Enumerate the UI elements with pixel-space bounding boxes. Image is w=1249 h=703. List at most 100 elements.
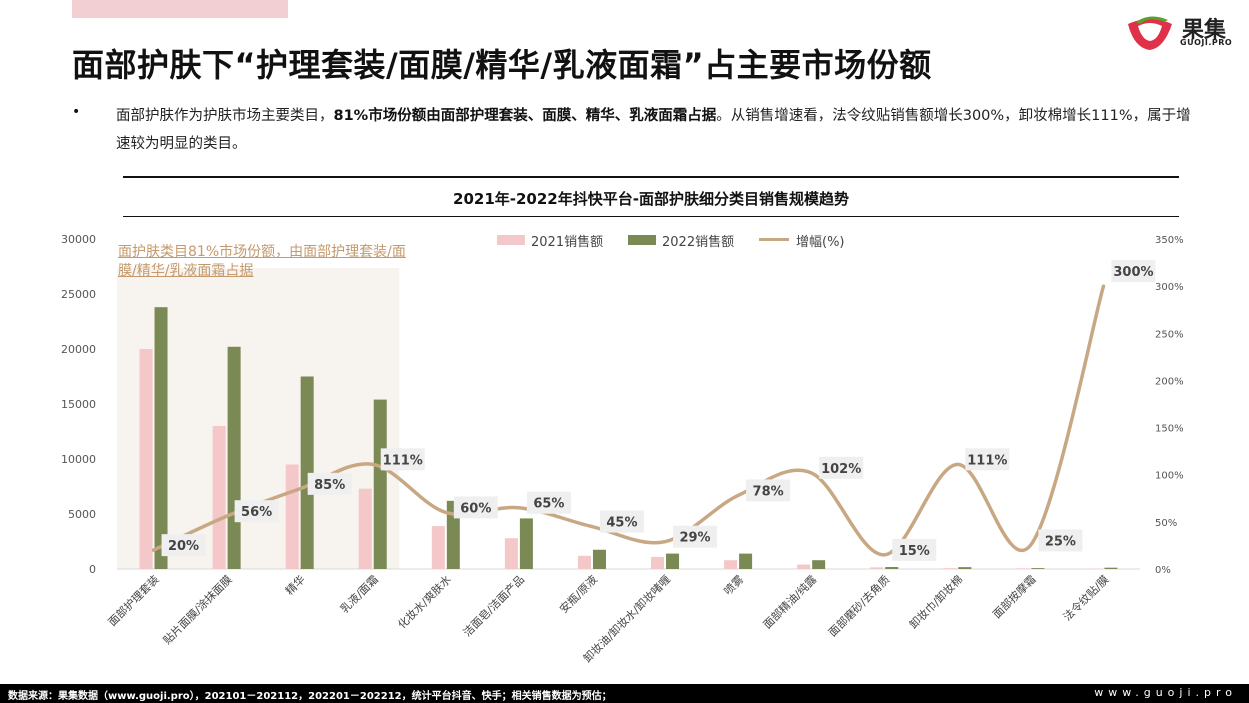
bar-2022 [812,560,826,569]
y-tick-label: 25000 [61,288,96,301]
bar-2022 [1031,568,1045,569]
logo-text: 果集 [1182,18,1227,43]
x-tick-label: 化妆水/爽肤水 [395,572,454,631]
y-tick-label: 10000 [61,453,96,466]
data-label-box [307,472,352,495]
data-label-box [1111,260,1156,283]
data-label-box [380,448,425,471]
x-tick-label: 贴片面膜/涂抹面膜 [160,572,235,647]
legend-swatch-2021 [497,235,525,245]
data-label: 102% [821,462,861,477]
bar-2022 [373,399,387,569]
data-label-box [965,448,1010,471]
brand-logo-icon [1128,16,1172,50]
data-label-box [892,538,937,561]
y2-tick-label: 250% [1155,329,1184,340]
bullet-mark: • [72,104,81,120]
y-tick-label: 0 [89,563,96,576]
data-label: 56% [241,505,272,520]
data-label-box [746,479,791,502]
y-tick-label: 30000 [61,233,96,246]
bar-2021 [797,564,811,569]
highlight-annotation: 面护肤类目81%市场份额，由面部护理套装/面膜/精华/乳液面霜占据 [118,244,406,279]
data-label-box [526,491,571,514]
data-label: 300% [1113,265,1153,280]
legend-label-2022: 2022销售额 [662,235,735,250]
data-label-box [673,525,718,548]
bar-2022 [666,553,680,569]
bar-2021 [504,538,518,569]
bar-2022 [958,567,972,569]
data-label: 111% [383,453,423,468]
y-tick-label: 15000 [61,398,96,411]
y-tick-label: 20000 [61,343,96,356]
data-label-box [1038,529,1083,552]
footer-site: www.guoji.pro [1094,686,1237,699]
legend-swatch-growth [759,238,789,241]
bar-2021 [431,526,445,569]
bar-2022 [1104,567,1118,569]
bar-2021 [577,555,591,569]
bar-2021 [724,560,738,569]
data-label: 85% [314,478,345,493]
x-tick-label: 面部精油/纯露 [760,572,819,631]
x-tick-label: 卸妆巾/卸妆棉 [906,572,965,631]
bar-2022 [592,549,606,569]
chart-title-rule [123,216,1179,217]
data-label: 15% [899,544,930,559]
chart-top-rule [123,176,1179,178]
y2-tick-label: 50% [1155,518,1177,529]
y2-tick-label: 150% [1155,424,1184,435]
y2-tick-label: 0% [1155,565,1171,576]
y2-tick-label: 200% [1155,376,1184,387]
chart-canvas: 0 5000 10000 15000 20000 25000 30000 0% 50% 100% 1… [61,233,1184,665]
bar-2021 [285,464,299,569]
legend-swatch-2022 [628,235,656,245]
y2-tick-label: 300% [1155,282,1184,293]
bar-2021 [870,567,884,569]
data-label-box [234,500,279,523]
bar-2022 [885,567,899,569]
bar-2022 [227,346,241,569]
data-label: 65% [533,497,564,512]
y-tick-label: 5000 [68,508,96,521]
summary-text-bold: 81%市场份额由面部护理套装、面膜、精华、乳液面霜占据 [333,108,717,124]
bar-2021 [212,426,226,569]
legend-label-2021: 2021销售额 [531,235,604,250]
x-tick-label: 面部按摩霜 [990,572,1039,621]
x-tick-label: 法令纹贴/膜 [1060,572,1111,623]
legend-label-growth: 增幅(%) [796,235,845,250]
data-label-box [453,496,498,519]
data-label: 25% [1045,534,1076,549]
summary-text-before: 面部护肤作为护肤市场主要类目， [116,108,334,124]
data-label: 111% [967,453,1007,468]
x-tick-label: 面部护理套装 [105,572,162,629]
bar-2022 [154,307,168,569]
y2-tick-label: 100% [1155,471,1184,482]
x-tick-label: 精华 [282,572,307,597]
x-tick-label: 洁面皂/洁面产品 [460,572,527,639]
data-label: 29% [679,531,710,546]
data-label-box [161,534,206,557]
x-tick-label: 喷雾 [721,573,746,598]
data-label-box [599,510,644,533]
footer-bar: 数据来源：果集数据（www.guoji.pro），202101－202112，2… [0,684,1249,703]
bar-2021 [358,488,372,569]
data-label-box [819,456,864,479]
y2-tick-label: 350% [1155,235,1184,246]
bar-2021 [943,568,957,569]
data-label: 20% [168,539,199,554]
data-label: 60% [460,501,491,516]
top-accent-bar [72,0,288,18]
footer-source: 数据来源：果集数据（www.guoji.pro），202101－202112，2… [8,691,612,702]
chart-title: 2021年-2022年抖快平台-面部护肤细分类目销售规模趋势 [453,190,849,208]
bar-2022 [300,376,314,569]
summary-text-after: 。从销售增速看，法令纹贴销售额增长300%，卸妆棉增长111%，属于增速较为明显… [116,108,1191,152]
page-title: 面部护肤下“护理套装/面膜/精华/乳液面霜”占主要市场份额 [72,46,932,84]
data-label: 78% [753,484,784,499]
bar-2021 [1016,568,1030,569]
bar-2022 [739,553,753,569]
data-label: 45% [606,516,637,531]
summary-paragraph: 面部护肤作为护肤市场主要类目，81%市场份额由面部护理套装、面膜、精华、乳液面霜… [116,102,1196,158]
logo-subtext: GUOJI.PRO [1180,38,1233,47]
